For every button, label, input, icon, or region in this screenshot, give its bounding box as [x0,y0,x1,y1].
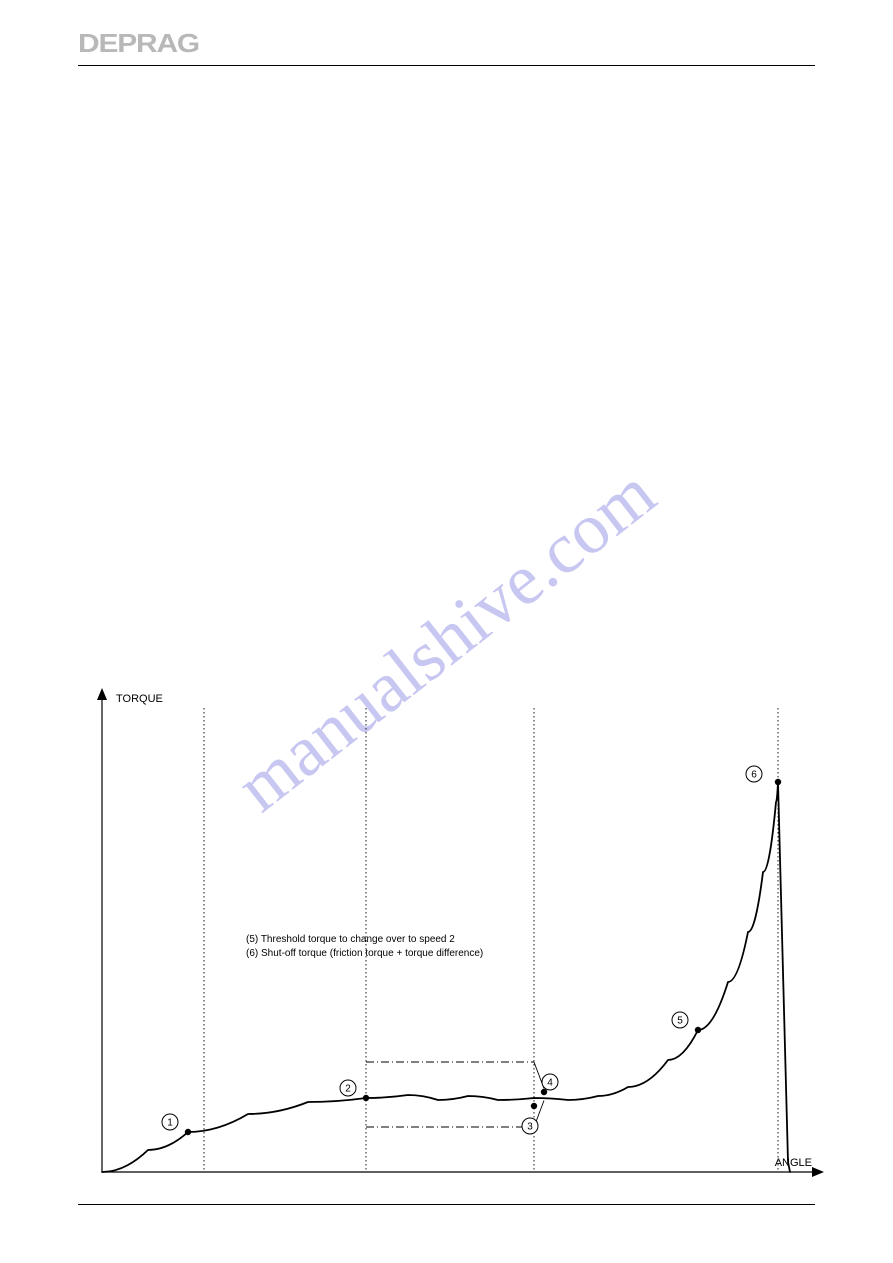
svg-text:(6) Shut-off torque (friction: (6) Shut-off torque (friction torque + t… [246,948,483,959]
brand-logo: DEPRAG [78,28,893,59]
page-header: DEPRAG [78,28,815,66]
svg-text:TORQUE: TORQUE [116,693,163,705]
svg-text:3: 3 [527,1122,533,1133]
torque-angle-chart: TORQUE ANGLE 1 2 3 4 5 6 (5) Threshold torque to… [78,682,824,1192]
svg-text:(5) Threshold torque to change: (5) Threshold torque to change over to s… [246,934,455,945]
svg-text:ANGLE: ANGLE [775,1157,812,1169]
svg-text:6: 6 [751,770,757,781]
chart-svg: TORQUE ANGLE 1 2 3 4 5 6 (5) Threshold torque to… [78,682,824,1192]
svg-text:2: 2 [345,1084,351,1095]
footer-rule [78,1204,815,1205]
svg-text:5: 5 [677,1016,683,1027]
svg-text:4: 4 [547,1078,553,1089]
svg-text:1: 1 [167,1118,173,1129]
